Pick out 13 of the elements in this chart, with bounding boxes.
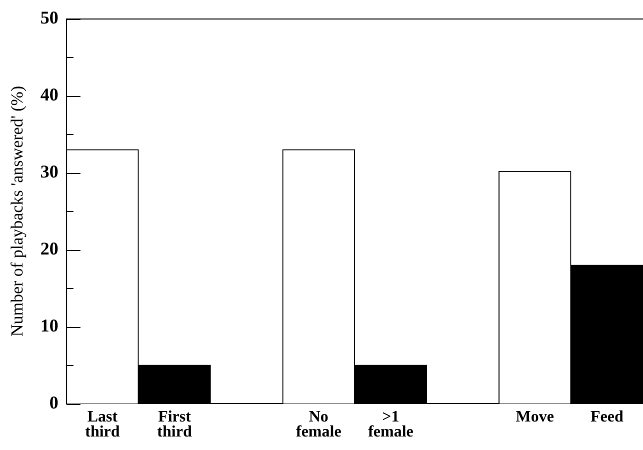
x-tick-label: Move — [516, 408, 554, 426]
y-tick-label: 40 — [40, 84, 58, 104]
y-axis-title: Number of playbacks 'answered' (%) — [8, 86, 27, 337]
y-tick-label: 30 — [40, 161, 58, 182]
x-tick-label: >1 female — [368, 408, 414, 441]
x-tick-label: First third — [157, 408, 192, 441]
x-tick-label: Feed — [590, 408, 624, 426]
y-tick-label: 50 — [40, 7, 58, 28]
y-tick-label: 10 — [40, 315, 58, 336]
x-tick-label: No female — [296, 408, 342, 441]
x-tick-label: Last third — [85, 408, 120, 441]
y-tick-label: 20 — [40, 238, 58, 258]
y-tick-label: 0 — [49, 392, 58, 412]
